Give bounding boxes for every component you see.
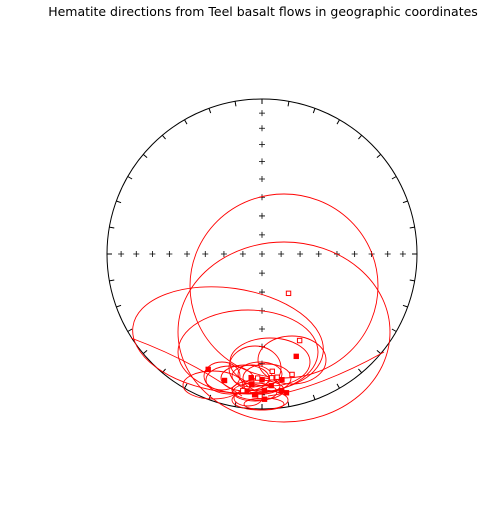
inclination-tick [259,270,265,276]
inclination-tick [118,251,124,257]
inclination-tick [400,251,406,257]
inclination-tick [133,251,139,257]
inclination-tick [297,251,303,257]
azimuth-tick [109,227,114,228]
confidence-ellipses [126,194,390,422]
inclination-tick [259,176,265,182]
direction-point [250,382,254,386]
direction-point [222,378,226,382]
azimuth-tick [392,177,396,180]
inclination-tick [278,251,284,257]
azimuth-tick [185,120,188,124]
azimuth-tick [116,201,121,203]
azimuth-tick [116,305,121,307]
inclination-tick [166,251,172,257]
inclination-tick [221,251,227,257]
azimuth-tick [403,201,408,203]
azimuth-tick [377,350,381,353]
inclination-tick [240,251,246,257]
inclination-tick [259,110,265,116]
azimuth-tick [143,154,147,157]
azimuth-tick [358,135,361,139]
direction-point [262,388,266,392]
inclination-tick [202,251,208,257]
inclination-tick [259,158,265,164]
inclination-tick [316,251,322,257]
azimuth-tick [128,177,132,180]
direction-point [262,397,266,401]
azimuth-tick [185,384,188,388]
inclination-tick [259,251,265,257]
azimuth-tick [377,154,381,157]
azimuth-tick [403,305,408,307]
inclination-tick [149,251,155,257]
azimuth-tick [337,384,340,388]
azimuth-tick [143,350,147,353]
direction-point [286,291,290,295]
direction-point [255,376,259,380]
azimuth-tick [392,329,396,332]
azimuth-tick [337,120,340,124]
direction-point [280,378,284,382]
azimuth-tick [209,108,211,113]
inclination-tick [259,213,265,219]
azimuth-tick [410,227,415,228]
inclination-tick [259,326,265,332]
azimuth-tick [313,395,315,400]
azimuth-tick [288,101,289,106]
direction-point [258,394,262,398]
inclination-tick [352,251,358,257]
direction-point [275,375,279,379]
stereonet-frame [107,99,417,409]
direction-point [279,388,283,392]
inclination-tick [385,251,391,257]
direction-point [241,388,245,392]
azimuth-tick [410,280,415,281]
direction-point [284,391,288,395]
direction-point [249,375,253,379]
direction-point [270,369,274,373]
inclination-tick [259,125,265,131]
direction-point [270,376,274,380]
direction-point [297,338,301,342]
azimuth-tick [162,135,165,139]
azimuth-tick [358,369,361,373]
direction-point [294,354,298,358]
inclination-tick [184,251,190,257]
direction-point [206,367,210,371]
azimuth-tick [128,329,132,332]
azimuth-tick [235,101,236,106]
direction-point [269,383,273,387]
direction-point [253,393,257,397]
azimuth-tick [288,402,289,407]
inclination-tick [259,232,265,238]
azimuth-tick [313,108,315,113]
direction-point [260,378,264,382]
azimuth-tick [109,280,114,281]
inclination-tick [259,141,265,147]
direction-point [290,372,294,376]
confidence-ellipse [190,194,378,378]
